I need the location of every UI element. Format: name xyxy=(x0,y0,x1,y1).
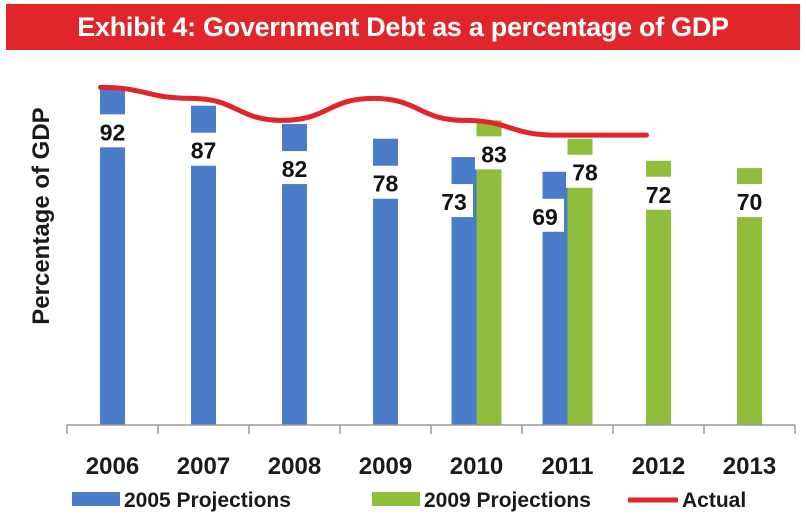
data-label-2005-2009-text: 78 xyxy=(373,171,399,197)
x-tick-label-2013: 2013 xyxy=(723,453,776,480)
data-label-2005-2006-text: 92 xyxy=(100,119,126,145)
legend-swatch-2009 xyxy=(372,492,420,506)
x-tick-label-2012: 2012 xyxy=(632,453,685,480)
data-label-2009-2011: 78 xyxy=(566,155,604,188)
x-tick-label-2010: 2010 xyxy=(450,453,503,480)
actual-line-layer xyxy=(101,87,647,135)
x-tick-label-2006: 2006 xyxy=(86,453,139,480)
data-label-2005-2010: 73 xyxy=(435,184,473,217)
legend: 2005 Projections 2009 Projections Actual xyxy=(72,489,746,512)
data-label-2005-2011: 69 xyxy=(526,199,564,232)
data-label-2009-2010: 83 xyxy=(475,136,513,169)
data-label-2009-2012-text: 72 xyxy=(646,182,672,208)
data-label-2009-2013-text: 70 xyxy=(737,189,763,215)
x-tick-label-2007: 2007 xyxy=(177,453,230,480)
data-label-2005-2008: 82 xyxy=(276,151,314,184)
data-label-2005-2011-text: 69 xyxy=(532,204,558,230)
legend-label-2005: 2005 Projections xyxy=(124,489,291,512)
y-axis-label: Percentage of GDP xyxy=(28,107,55,324)
data-label-2009-2012: 72 xyxy=(640,177,678,210)
data-label-2005-2006: 92 xyxy=(94,114,132,147)
data-label-2005-2010-text: 73 xyxy=(441,189,467,215)
legend-label-actual: Actual xyxy=(682,489,746,512)
data-label-2005-2009: 78 xyxy=(367,166,405,199)
data-label-2005-2007: 87 xyxy=(185,133,223,166)
x-tick-label-2011: 2011 xyxy=(541,453,593,480)
data-label-2009-2010-text: 83 xyxy=(481,141,507,167)
data-label-2005-2007-text: 87 xyxy=(191,138,217,164)
data-label-2009-2013: 70 xyxy=(731,184,769,217)
x-tick-label-2008: 2008 xyxy=(268,453,321,480)
legend-label-2009: 2009 Projections xyxy=(424,489,591,512)
legend-swatch-2005 xyxy=(72,492,120,506)
x-axis: 2006 2007 2008 2009 2010 2011 2012 2013 xyxy=(67,425,795,480)
data-label-2009-2011-text: 78 xyxy=(572,160,598,186)
actual-line xyxy=(101,87,647,135)
data-label-2005-2008-text: 82 xyxy=(282,156,308,182)
x-tick-label-2009: 2009 xyxy=(359,453,412,480)
